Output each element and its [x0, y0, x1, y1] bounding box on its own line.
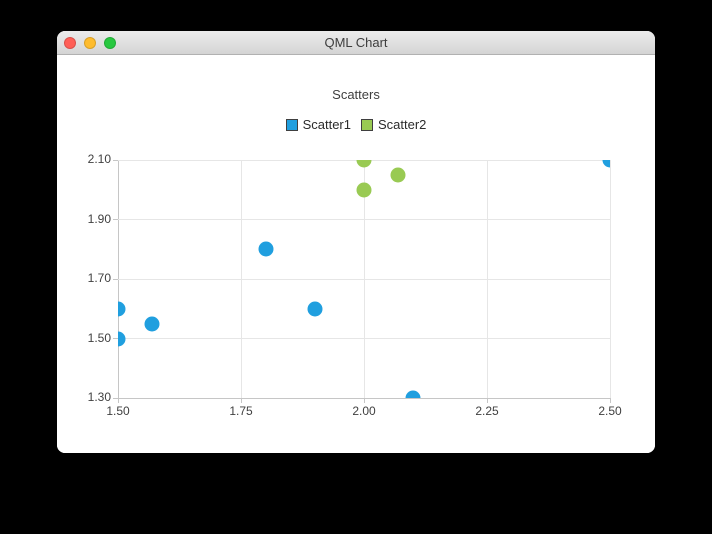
scatter-point-scatter1 — [405, 390, 421, 398]
points-layer — [118, 160, 610, 398]
legend-marker-scatter1 — [285, 118, 298, 131]
plot-area: 1.50 1.75 2.00 2.25 2.50 1.30 1.50 1.70 1.90 2.10 — [88, 152, 622, 418]
scatter-point-scatter1 — [118, 331, 126, 346]
scatter-point-scatter1 — [307, 301, 323, 317]
gridline-vertical — [609, 160, 611, 398]
scatter-point-scatter1 — [258, 241, 274, 257]
y-axis-tick — [113, 159, 118, 161]
x-tick-label: 2.25 — [475, 404, 499, 418]
close-button[interactable] — [64, 36, 76, 49]
chart-legend: Scatter1 Scatter2 — [57, 117, 655, 132]
legend-item-scatter1: Scatter1 — [285, 117, 351, 132]
y-axis-tick — [113, 219, 118, 220]
legend-label-scatter2: Scatter2 — [378, 117, 427, 132]
x-axis-tick — [609, 398, 611, 403]
chart-view: Scatters Scatter1 Scatter2 1.50 1.75 2.00 2.… — [57, 55, 655, 453]
legend-marker-scatter2 — [361, 118, 373, 131]
gridline-horizontal — [118, 338, 610, 339]
y-tick-label: 1.50 — [87, 330, 111, 345]
x-axis-line — [118, 397, 610, 399]
legend-label-scatter1: Scatter1 — [302, 117, 351, 132]
x-axis-tick — [486, 398, 488, 403]
y-tick-label: 1.70 — [87, 271, 111, 285]
y-axis-tick — [113, 338, 118, 339]
y-tick-label: 1.30 — [87, 390, 111, 404]
y-tick-label: 1.90 — [87, 211, 111, 226]
scatter-point-scatter2 — [356, 182, 372, 198]
scatter-point-scatter1 — [118, 301, 126, 317]
gridline-horizontal — [118, 219, 610, 220]
x-tick-label: 1.50 — [106, 404, 130, 418]
qml-chart-window: QML Chart Scatters Scatter1 Scatter2 1.50… — [57, 31, 655, 453]
x-tick-label: 2.50 — [598, 404, 622, 418]
chart-title: Scatters — [332, 87, 380, 102]
y-axis-tick — [113, 278, 118, 280]
scatter-point-scatter2 — [356, 160, 372, 168]
x-axis-tick — [363, 398, 365, 403]
window-titlebar[interactable]: QML Chart — [57, 31, 655, 55]
scatter-point-scatter2 — [390, 167, 406, 183]
window-title: QML Chart — [324, 35, 388, 50]
scatter-point-scatter1 — [602, 160, 610, 168]
minimize-button[interactable] — [84, 36, 96, 49]
y-tick-label: 2.10 — [87, 152, 111, 166]
window-controls — [64, 31, 116, 54]
zoom-button[interactable] — [104, 36, 116, 49]
legend-item-scatter2: Scatter2 — [361, 117, 426, 132]
x-axis-tick — [240, 398, 242, 403]
x-tick-label: 2.00 — [352, 404, 376, 418]
y-axis-tick — [113, 397, 118, 399]
x-tick-label: 1.75 — [229, 404, 253, 418]
x-axis-tick — [117, 398, 119, 403]
scatter-point-scatter1 — [144, 316, 160, 332]
gridline-horizontal — [118, 278, 610, 280]
